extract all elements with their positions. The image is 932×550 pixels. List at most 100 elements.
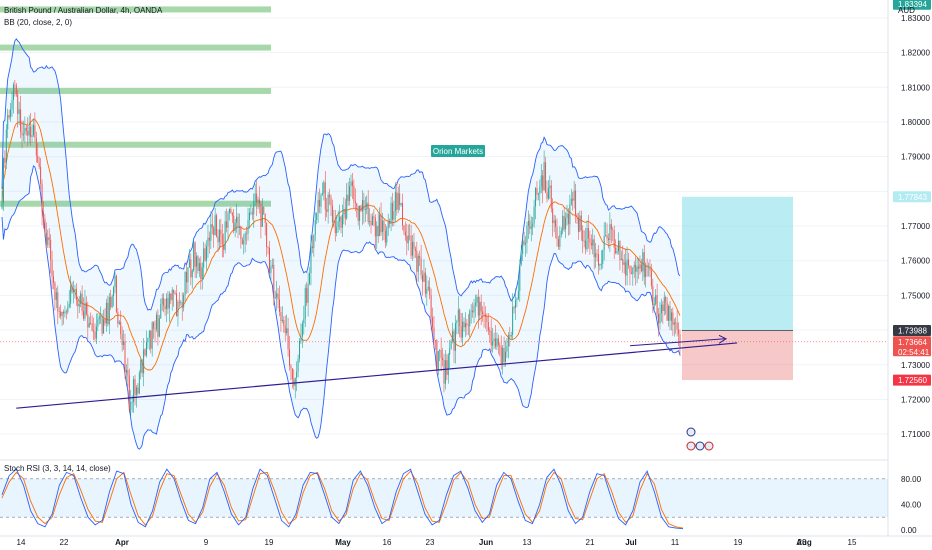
candle-body	[143, 349, 145, 374]
price-tick-label: 1.76000	[901, 257, 930, 266]
candle-body	[107, 302, 109, 325]
flag-icon[interactable]	[695, 441, 705, 451]
candle-body	[532, 223, 534, 227]
candle-body	[469, 311, 471, 327]
flag-icon[interactable]	[686, 441, 696, 451]
candle-body	[650, 270, 652, 286]
candle-body	[14, 84, 16, 86]
time-tick-label: 19	[734, 538, 743, 547]
candle-body	[668, 306, 670, 321]
candle-body	[496, 338, 498, 347]
candle-body	[443, 360, 445, 384]
candle-body	[525, 242, 527, 245]
candle-body	[583, 240, 585, 242]
event-flags[interactable]	[686, 427, 714, 451]
candle-body	[337, 221, 339, 227]
time-axis[interactable]: 14 22 Apr 9 19 May 16 23 Jun 13 21 Jul 11 19 Aug 15 23	[0, 535, 932, 547]
candle-body	[504, 351, 506, 362]
candle-body	[316, 212, 318, 221]
candle-body	[70, 285, 72, 304]
candle-body	[105, 302, 107, 324]
candle-body	[576, 214, 578, 218]
candle-body	[542, 175, 544, 191]
candle-body	[612, 229, 614, 231]
candle-body	[58, 311, 60, 313]
candle-body	[283, 320, 285, 327]
candle-body	[247, 219, 249, 234]
candle-body	[539, 186, 541, 194]
candle-body	[20, 109, 22, 133]
candle-body	[154, 328, 156, 330]
flag-icon[interactable]	[704, 441, 714, 451]
candle-body	[625, 262, 627, 276]
candle-body	[605, 235, 607, 237]
rsi-band-fill	[0, 478, 888, 518]
candle-body	[494, 338, 496, 347]
price-axis[interactable]: 1.83000 1.82000 1.81000 1.80000 1.79000 1.770…	[901, 14, 930, 535]
price-tag-label: 1.83394	[898, 0, 927, 9]
candle-body	[27, 131, 29, 136]
candle-body	[597, 254, 599, 266]
candle-body	[198, 263, 200, 271]
candle-body	[426, 288, 428, 294]
candle-body	[278, 299, 280, 313]
candle-body	[648, 266, 650, 268]
trendline[interactable]	[16, 334, 738, 409]
time-tick-label: 19	[265, 538, 274, 547]
candle-body	[291, 368, 293, 380]
candle-body	[669, 306, 671, 321]
candle-body	[40, 166, 42, 184]
currency-label: AUD	[898, 6, 915, 15]
candle-body	[402, 203, 404, 226]
candle-body	[60, 311, 62, 317]
candle-body	[545, 162, 547, 193]
candle-body	[543, 162, 545, 191]
candle-body	[519, 264, 521, 291]
candle-body	[131, 402, 133, 403]
candle-body	[464, 323, 466, 328]
candle-body	[194, 242, 196, 267]
candle-body	[266, 222, 268, 247]
flag-icon[interactable]	[686, 427, 696, 437]
candle-body	[110, 296, 112, 308]
candle-body	[214, 215, 216, 236]
candle-body	[655, 295, 657, 304]
candle-body	[379, 215, 381, 237]
symbol-title[interactable]: British Pound / Australian Dollar, 4h, O…	[4, 6, 163, 15]
candle-body	[579, 215, 581, 232]
candle-body	[270, 266, 272, 274]
long-position-tool[interactable]	[0, 196, 888, 381]
candle-body	[204, 248, 206, 261]
candle-body	[466, 323, 468, 326]
candle-body	[459, 309, 461, 327]
candle-body	[301, 323, 303, 337]
candle-body	[223, 244, 225, 250]
candle-body	[180, 302, 182, 303]
candle-body	[188, 259, 190, 268]
candle-body	[137, 387, 139, 394]
bb-indicator-label[interactable]: BB (20, close, 2, 0)	[4, 18, 72, 27]
stoch-rsi-label[interactable]: Stoch RSI (3, 3, 14, 14, close)	[4, 464, 111, 473]
candle-body	[406, 235, 408, 244]
candle-body	[526, 225, 528, 243]
candle-body	[432, 317, 434, 328]
candle-body	[151, 322, 153, 349]
candle-body	[659, 313, 661, 324]
candle-body	[197, 256, 199, 271]
candle-body	[80, 293, 82, 305]
candle-body	[622, 258, 624, 265]
candle-body	[479, 301, 481, 316]
candle-body	[224, 221, 226, 250]
candle-body	[170, 293, 172, 301]
candle-body	[97, 319, 99, 327]
candle-body	[486, 316, 488, 323]
supply-zone	[0, 44, 271, 51]
watermark-badge	[431, 145, 485, 157]
candle-body	[555, 220, 557, 227]
candle-body	[134, 379, 136, 395]
candle-body	[453, 331, 455, 351]
price-tick-label: 1.77000	[901, 222, 930, 231]
candle-body	[397, 193, 399, 210]
candle-body	[420, 258, 422, 276]
